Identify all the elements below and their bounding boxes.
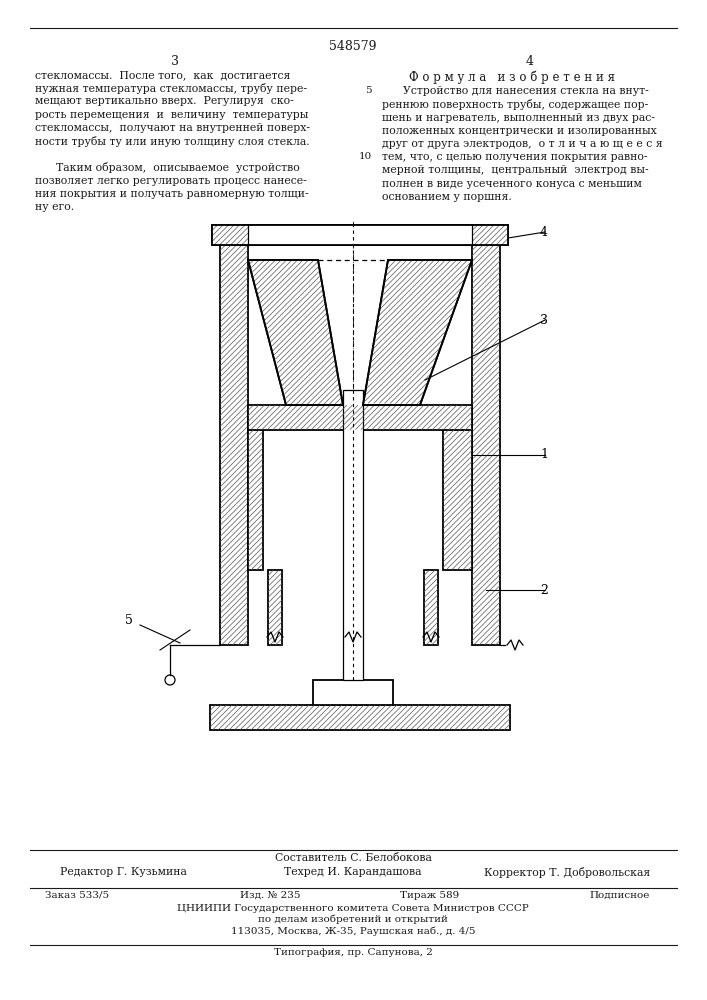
Text: 4: 4 bbox=[540, 226, 548, 238]
Bar bbox=[313, 680, 393, 705]
Bar bbox=[210, 705, 510, 730]
Text: рость перемещения  и  величину  температуры: рость перемещения и величину температуры bbox=[35, 110, 308, 120]
Text: позволяет легко регулировать процесс нанесе-: позволяет легко регулировать процесс нан… bbox=[35, 176, 307, 186]
Text: ЦНИИПИ Государственного комитета Совета Министров СССР: ЦНИИПИ Государственного комитета Совета … bbox=[177, 904, 529, 913]
Text: Ф о р м у л а   и з о б р е т е н и я: Ф о р м у л а и з о б р е т е н и я bbox=[409, 70, 615, 84]
Text: друг от друга электродов,  о т л и ч а ю щ е е с я: друг от друга электродов, о т л и ч а ю … bbox=[382, 139, 662, 149]
Bar bbox=[424, 570, 438, 645]
Text: ния покрытия и получать равномерную толщи-: ния покрытия и получать равномерную толщ… bbox=[35, 189, 309, 199]
Bar bbox=[443, 430, 472, 570]
Text: 10: 10 bbox=[358, 152, 372, 161]
Text: по делам изобретений и открытий: по делам изобретений и открытий bbox=[258, 915, 448, 924]
Text: ности трубы ту или иную толщину слоя стекла.: ности трубы ту или иную толщину слоя сте… bbox=[35, 136, 310, 147]
Polygon shape bbox=[363, 260, 472, 405]
Bar bbox=[472, 245, 500, 645]
Text: 548579: 548579 bbox=[329, 40, 377, 53]
Text: 3: 3 bbox=[540, 314, 548, 326]
Text: стекломассы.  После того,  как  достигается: стекломассы. После того, как достигается bbox=[35, 70, 291, 80]
Text: 113035, Москва, Ж-35, Раушская наб., д. 4/5: 113035, Москва, Ж-35, Раушская наб., д. … bbox=[230, 926, 475, 936]
Text: Тираж 589: Тираж 589 bbox=[400, 891, 460, 900]
Text: Подписное: Подписное bbox=[590, 891, 650, 900]
Text: Корректор Т. Добровольская: Корректор Т. Добровольская bbox=[484, 867, 650, 878]
Text: ну его.: ну его. bbox=[35, 202, 74, 212]
Text: Типография, пр. Сапунова, 2: Типография, пр. Сапунова, 2 bbox=[274, 948, 433, 957]
Text: стекломассы,  получают на внутренней поверх-: стекломассы, получают на внутренней пове… bbox=[35, 123, 310, 133]
Text: основанием у поршня.: основанием у поршня. bbox=[382, 192, 512, 202]
Text: полнен в виде усеченного конуса с меньшим: полнен в виде усеченного конуса с меньши… bbox=[382, 179, 642, 189]
Bar bbox=[343, 390, 363, 680]
Bar bbox=[212, 225, 248, 245]
Text: тем, что, с целью получения покрытия равно-: тем, что, с целью получения покрытия рав… bbox=[382, 152, 648, 162]
Text: 5: 5 bbox=[366, 86, 372, 95]
Bar bbox=[212, 225, 508, 245]
Text: Редактор Г. Кузьмина: Редактор Г. Кузьмина bbox=[60, 867, 187, 877]
Bar bbox=[212, 225, 508, 245]
Text: Таким образом,  описываемое  устройство: Таким образом, описываемое устройство bbox=[35, 162, 300, 173]
Text: положенных концентрически и изолированных: положенных концентрически и изолированны… bbox=[382, 126, 657, 136]
Text: 3: 3 bbox=[171, 55, 179, 68]
Text: шень и нагреватель, выполненный из двух рас-: шень и нагреватель, выполненный из двух … bbox=[382, 113, 655, 123]
Bar bbox=[248, 430, 263, 570]
Polygon shape bbox=[248, 260, 343, 405]
Bar bbox=[268, 570, 282, 645]
Text: Заказ 533/5: Заказ 533/5 bbox=[45, 891, 109, 900]
Text: 4: 4 bbox=[526, 55, 534, 68]
Text: Устройство для нанесения стекла на внут-: Устройство для нанесения стекла на внут- bbox=[382, 86, 649, 96]
Text: Техред И. Карандашова: Техред И. Карандашова bbox=[284, 867, 422, 877]
Bar bbox=[472, 225, 508, 245]
Bar bbox=[220, 245, 248, 645]
Text: 5: 5 bbox=[125, 613, 133, 626]
Text: 1: 1 bbox=[540, 448, 548, 462]
Bar bbox=[248, 405, 472, 430]
Bar bbox=[248, 225, 472, 245]
Text: реннюю поверхность трубы, содержащее пор-: реннюю поверхность трубы, содержащее пор… bbox=[382, 99, 648, 110]
Text: мерной толщины,  центральный  электрод вы-: мерной толщины, центральный электрод вы- bbox=[382, 165, 648, 175]
Text: мещают вертикально вверх.  Регулируя  ско-: мещают вертикально вверх. Регулируя ско- bbox=[35, 96, 293, 106]
Text: Составитель С. Белобокова: Составитель С. Белобокова bbox=[274, 853, 431, 863]
Text: Изд. № 235: Изд. № 235 bbox=[240, 891, 300, 900]
Text: нужная температура стекломассы, трубу пере-: нужная температура стекломассы, трубу пе… bbox=[35, 83, 307, 94]
Text: 2: 2 bbox=[540, 584, 548, 596]
